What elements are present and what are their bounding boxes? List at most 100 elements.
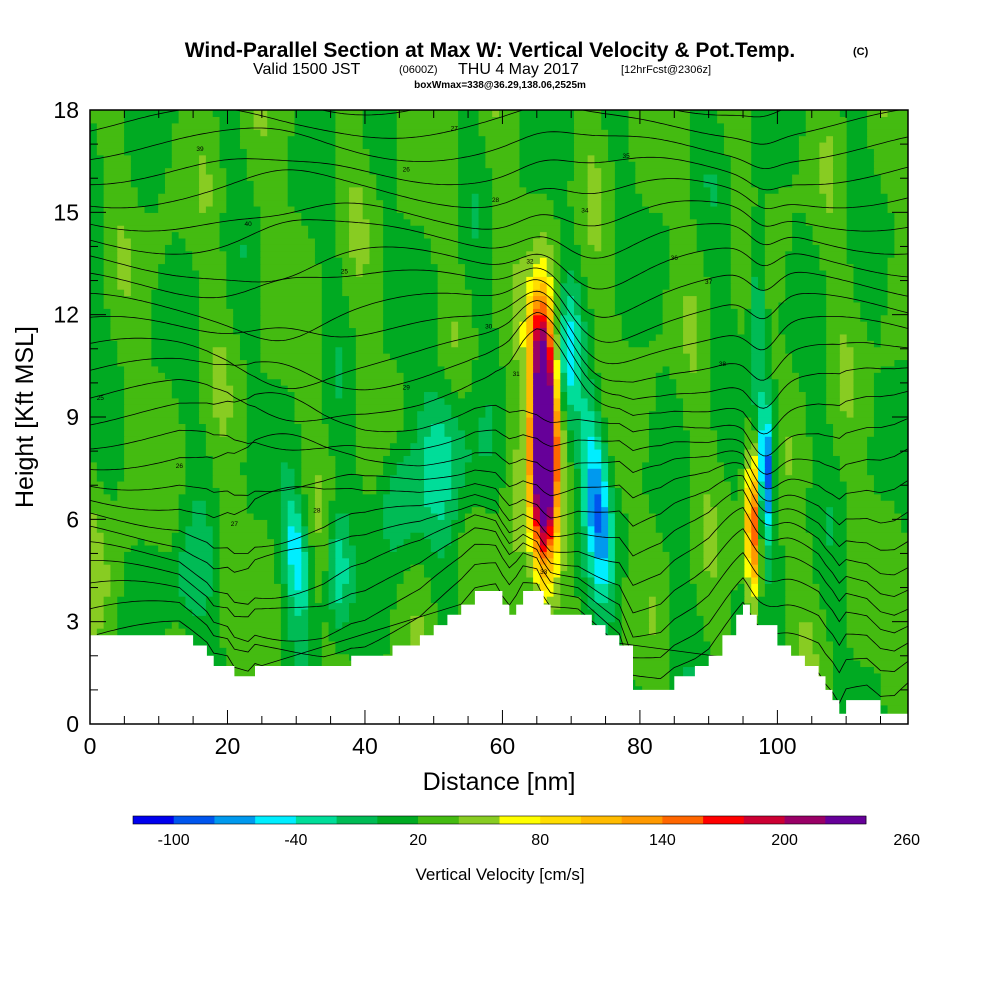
colorbar-tick-label: -40 [284,832,307,849]
x-tick-label: 40 [352,733,378,759]
isentrope-line [90,267,908,318]
isentrope-label: 32 [526,259,534,266]
isentrope-label: 38 [719,361,727,368]
isentrope-label: 29 [403,385,411,392]
isentrope-line [320,110,783,118]
isentrope-label: 28 [313,508,321,515]
y-axis-label: Height [Kft MSL] [11,326,39,508]
y-tick-label: 15 [53,199,79,225]
isentrope-label: 25 [97,395,105,402]
colorbar-tick-label: 80 [531,832,549,849]
isentrope-line [90,246,908,290]
x-tick-label: 60 [490,733,516,759]
terrain-mask [90,591,908,724]
forecast-info: [12hrFcst@2306z] [621,64,711,76]
x-tick-label: 100 [758,733,796,759]
isentrope-label: 31 [513,371,521,378]
colorbar-swatch [336,816,378,824]
isentrope-label: 30 [485,323,493,330]
isentrope-line [90,127,908,170]
isentrope-line [96,582,908,705]
isentrope-label: 39 [196,146,204,153]
isentrope-line [90,429,908,475]
y-tick-label: 18 [53,97,79,123]
valid-date: THU 4 May 2017 [458,61,579,78]
colorbar-swatch [743,816,785,824]
x-tick-label: 20 [215,733,241,759]
isentrope-line [90,328,908,435]
isentrope-label: 34 [581,207,589,214]
isentrope-label: 37 [705,279,713,286]
colorbar: -100 -40 20 80 140 200 260 [132,815,920,849]
isentrope-line [90,514,908,616]
colorbar-label: Vertical Velocity [cm/s] [415,865,584,884]
isentrope-line [90,200,908,232]
colorbar-tick-label: 140 [649,832,676,849]
valid-utc: (0600Z) [399,64,438,76]
colorbar-tick-label: 200 [771,832,798,849]
isentrope-label: 36 [671,255,679,262]
colorbar-swatch [662,816,704,824]
isentrope-line [90,169,908,210]
y-tick-label: 6 [66,506,79,532]
y-tick-label: 12 [53,302,79,328]
x-axis: 0 20 40 60 80 100 [84,110,882,759]
isentrope-line [90,156,908,191]
y-tick-label: 3 [66,609,79,635]
isentrope-label: 33 [540,569,548,576]
isentrope-line [90,219,908,259]
isentrope-line [90,527,908,638]
colorbar-swatch [458,816,500,824]
isentrope-line [90,474,908,551]
x-tick-label: 80 [627,733,653,759]
isentrope-line [90,392,908,457]
y-tick-label: 9 [66,404,79,430]
colorbar-tick-label: 260 [893,832,920,849]
isentrope-label: 26 [176,463,184,470]
colorbar-swatch [173,816,215,824]
x-axis-label: Distance [nm] [423,768,576,796]
colorbar-swatch [133,816,175,824]
colorbar-swatch [580,816,623,824]
valid-time: Valid 1500 JST [253,61,361,78]
colorbar-swatch [295,816,338,824]
isentrope-line [90,311,908,409]
box-max-info: boxWmax=338@36.29,138.06,2525m [414,80,586,91]
colorbar-tick-label: -100 [158,832,190,849]
isentrope-line [90,489,908,576]
colorbar-swatch [499,816,541,824]
isentrope-line [90,279,908,343]
isentrope-line [90,543,908,659]
isentrope-label: 35 [623,153,631,160]
isentrope-line [90,300,908,389]
colorbar-swatch [540,816,582,824]
isentrope-line [90,462,908,526]
x-tick-label: 0 [84,733,97,759]
chart-header: Wind-Parallel Section at Max W: Vertical… [185,39,869,91]
isentrope-label: 27 [231,521,239,528]
colorbar-swatch [703,816,745,824]
colorbar-swatch [418,816,460,824]
colorbar-swatch [825,816,867,824]
isentrope-line [90,110,903,145]
isentrope-label: 26 [403,166,411,173]
isentrope-line [90,503,908,597]
colorbar-swatch [214,816,256,824]
colorbar-swatch [255,816,297,824]
isentrope-label: 25 [341,269,349,276]
potential-temperature-contours: 25 26 27 28 29 30 31 32 33 34 35 36 37 38 39 40 25 26 27 28 [90,110,908,705]
colorbar-swatch [784,816,826,824]
colorbar-tick-label: 20 [409,832,427,849]
y-tick-label: 0 [66,711,79,737]
chart-title: Wind-Parallel Section at Max W: Vertical… [185,39,796,62]
terrain-profile [90,591,908,724]
isentrope-line [90,290,908,365]
copyright-mark: (C) [853,46,869,58]
colorbar-swatch [377,816,419,824]
isentrope-line [90,433,908,500]
isentrope-label: 28 [492,197,500,204]
colorbar-swatch [621,816,663,824]
isentrope-label: 27 [451,125,459,132]
